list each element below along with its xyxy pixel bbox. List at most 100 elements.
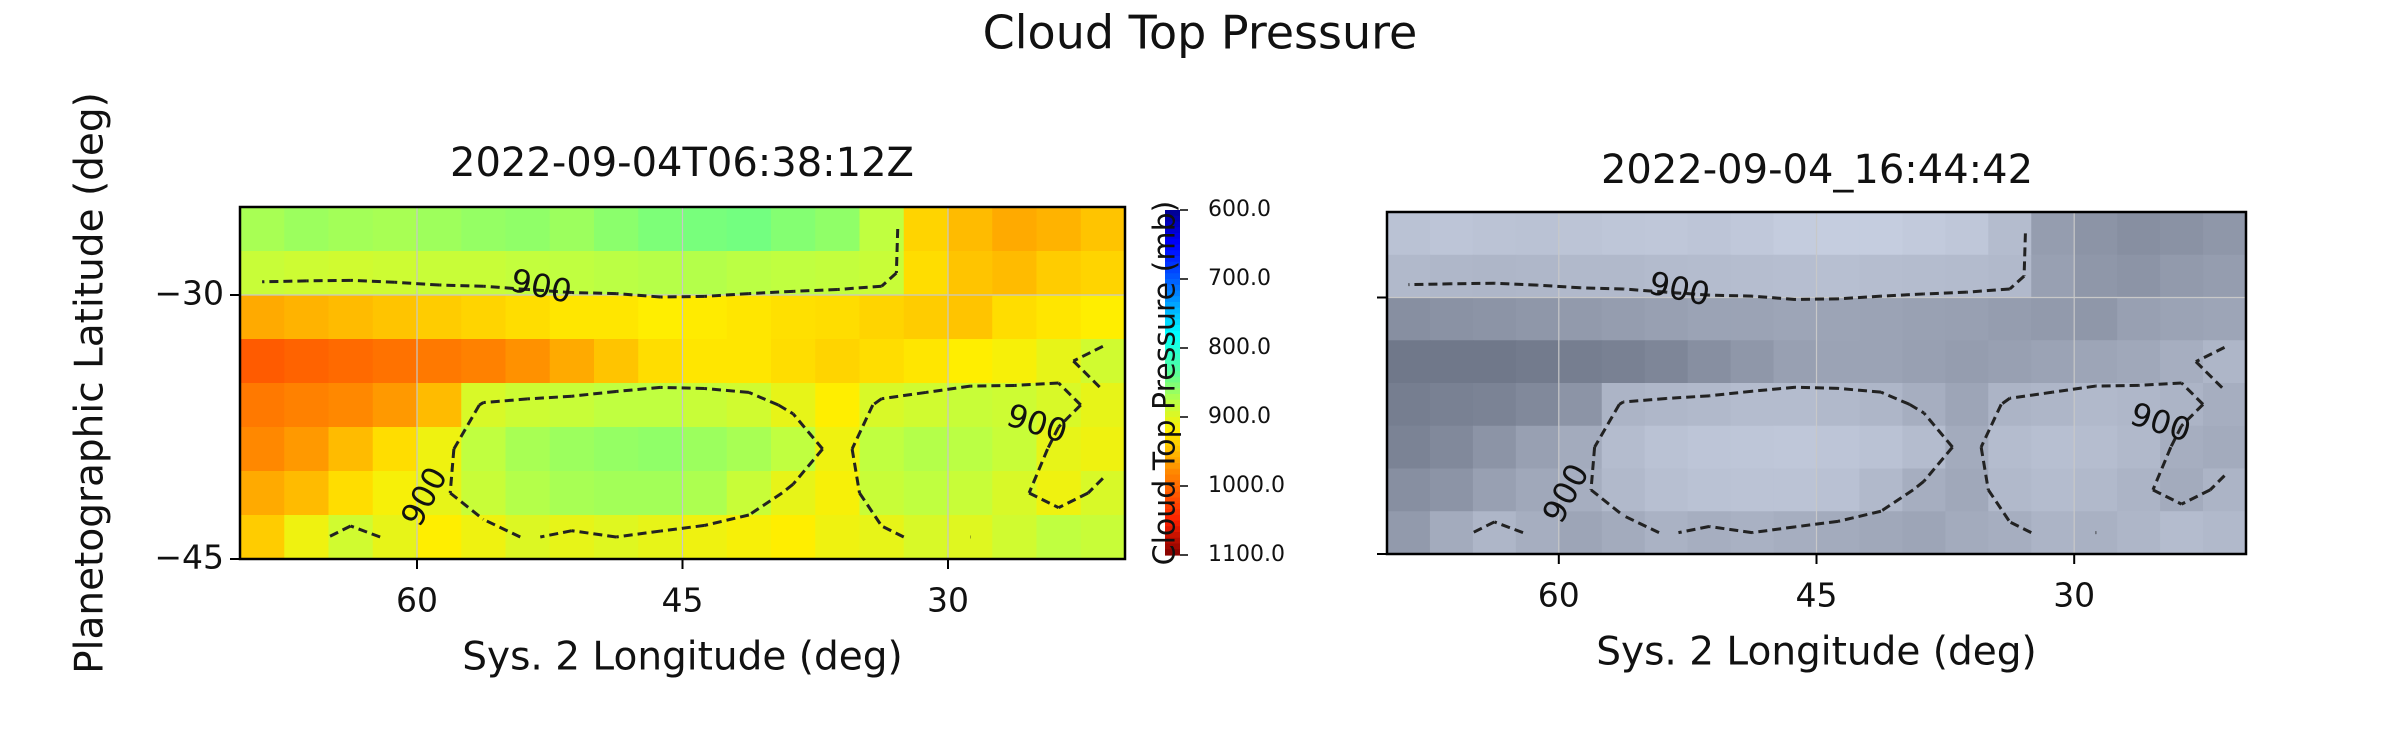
- image-pixel: [1472, 468, 1517, 512]
- heatmap-cell: [505, 427, 551, 472]
- contour-line: [571, 529, 617, 539]
- contour-line: [452, 404, 481, 450]
- x-axis-label: Sys. 2 Longitude (deg): [1596, 630, 2036, 675]
- contour-line: [1014, 381, 1059, 387]
- contour-line: [704, 513, 750, 527]
- colorbar-segment: [1165, 238, 1180, 246]
- heatmap-cell: [461, 427, 507, 472]
- heatmap-cell: [1036, 471, 1082, 516]
- panel-title: 2022-09-04T06:38:12Z: [450, 140, 914, 186]
- colorbar-segment: [1165, 336, 1180, 343]
- colorbar-tick-label: 600.0: [1208, 197, 1271, 222]
- heatmap-cell: [903, 471, 949, 516]
- image-pixel: [1601, 340, 1646, 384]
- contour-line: [615, 529, 661, 539]
- colorbar-segment: [1165, 509, 1180, 516]
- figure-title: Cloud Top Pressure: [983, 6, 1418, 60]
- contour-line: [1493, 520, 1524, 535]
- image-pixel: [1902, 468, 1946, 512]
- image-pixel: [1558, 511, 1603, 555]
- image-pixel: [1558, 212, 1603, 256]
- contour-line: [306, 278, 351, 283]
- image-pixel: [2074, 212, 2118, 256]
- colorbar-segment: [1165, 325, 1180, 332]
- image-pixel: [2117, 383, 2161, 427]
- colorbar-segment: [1165, 422, 1180, 430]
- image-pixel: [1387, 425, 1431, 470]
- image-pixel: [1859, 425, 1903, 470]
- colorbar-segment: [1165, 526, 1180, 533]
- heatmap-cell: [461, 251, 507, 296]
- heatmap-cell: [726, 295, 772, 340]
- heatmap-cell: [992, 383, 1038, 428]
- contour-line: [970, 383, 1015, 388]
- heatmap-cell: [284, 471, 330, 516]
- image-pixel: [1859, 297, 1903, 341]
- image-pixel: [1644, 212, 1689, 256]
- contour-line: [1837, 294, 1882, 301]
- heatmap-cell: [372, 471, 418, 516]
- heatmap-cell: [549, 207, 595, 252]
- contour-line: [2008, 275, 2026, 291]
- contour-line: [571, 291, 617, 296]
- heatmap-cell: [948, 471, 993, 516]
- contour-line: [894, 228, 900, 274]
- image-pixel: [2117, 511, 2161, 555]
- contour-line: [871, 397, 883, 407]
- contour-line: [1837, 386, 1882, 394]
- heatmap-cell: [682, 427, 728, 472]
- x-tick-label: 45: [1796, 576, 1838, 615]
- heatmap-cell: [638, 295, 684, 340]
- contour-line: [1966, 287, 2010, 294]
- colorbar-segment: [1165, 267, 1180, 274]
- image-pixel: [1644, 425, 1689, 470]
- image-pixel: [1387, 383, 1431, 427]
- colorbar-segment: [1165, 215, 1180, 223]
- contour-line: [1908, 403, 1925, 415]
- image-pixel: [1515, 340, 1560, 384]
- contour-line: [881, 390, 927, 401]
- image-pixel: [2160, 425, 2204, 470]
- image-pixel: [2160, 297, 2204, 341]
- image-pixel: [1773, 425, 1818, 470]
- contour-line: [1923, 290, 1967, 296]
- contour-line: [1709, 293, 1753, 298]
- colorbar-segment: [1165, 417, 1180, 424]
- contour-line: [837, 284, 882, 291]
- contour-line: [2000, 397, 2011, 406]
- image-pixel: [1644, 468, 1689, 512]
- x-tick-label: 60: [396, 581, 438, 620]
- image-pixel: [1387, 254, 1431, 299]
- heatmap-cell: [903, 427, 949, 472]
- contour-line: [527, 288, 572, 295]
- contour-line: [327, 524, 352, 539]
- image-pixel: [1988, 468, 2032, 512]
- heatmap-cell: [638, 427, 684, 472]
- heatmap-cell: [284, 383, 330, 428]
- image-pixel: [2031, 511, 2075, 555]
- image-pixel: [1988, 511, 2032, 555]
- heatmap-cell: [505, 207, 551, 252]
- colorbar-tick-label: 1000.0: [1208, 473, 1285, 498]
- heatmap-cell: [726, 515, 772, 560]
- heatmap-cell: [284, 207, 330, 252]
- image-pixel: [1387, 340, 1431, 384]
- heatmap-cell: [992, 427, 1038, 472]
- heatmap-cell: [992, 207, 1038, 252]
- image-pixel: [1558, 297, 1603, 341]
- image-pixel: [1902, 297, 1946, 341]
- heatmap-cell: [726, 471, 772, 516]
- colorbar-segment: [1165, 503, 1180, 510]
- heatmap-cell: [240, 427, 285, 472]
- contour-line: [748, 391, 779, 407]
- colorbar-segment: [1165, 457, 1180, 464]
- contour-line: [1922, 411, 1954, 449]
- image-pixel: [1387, 468, 1431, 512]
- heatmap-cell: [815, 383, 861, 428]
- heatmap-cell: [372, 251, 418, 296]
- image-pixel: [1945, 212, 1989, 256]
- image-pixel: [2031, 468, 2075, 512]
- image-pixel: [1687, 425, 1732, 470]
- heatmap-cell: [284, 295, 330, 340]
- image-pixel: [1515, 254, 1560, 299]
